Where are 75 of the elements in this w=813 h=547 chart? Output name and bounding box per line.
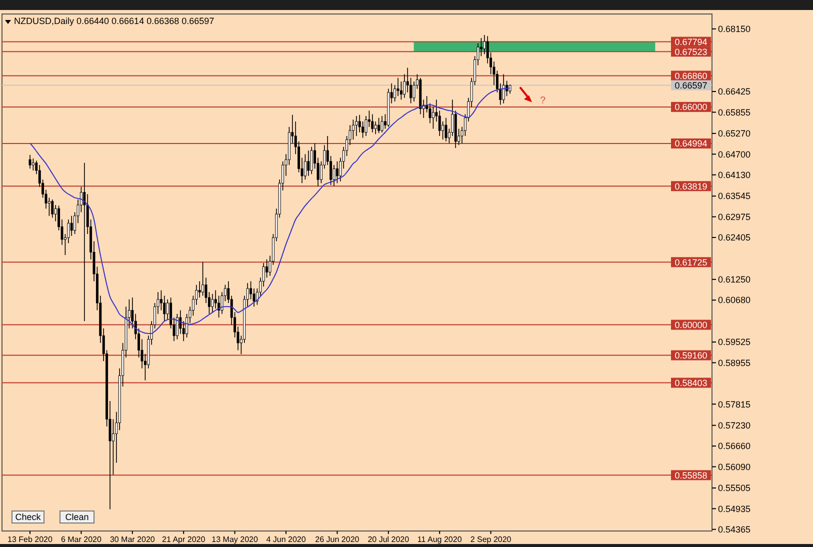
ref-line-label: 0.60000 <box>674 320 708 330</box>
button: Check <box>12 510 44 524</box>
candlestick <box>374 121 377 135</box>
annotation: Check <box>15 512 42 522</box>
ref-line-label: 0.61725 <box>674 257 708 268</box>
x-tick-label: 20 Jul 2020 <box>368 535 410 544</box>
annotation: Clean <box>65 512 89 522</box>
ref-line-label: 0.67794 <box>674 36 708 47</box>
candlestick <box>483 34 486 55</box>
y-tick-label: 0.62975 <box>718 212 751 222</box>
ref-line-label: 0.67523 <box>674 46 708 57</box>
candlestick <box>371 114 374 133</box>
ref-line-label: 0.63819 <box>674 181 708 192</box>
candlestick <box>83 162 86 322</box>
candlestick <box>307 150 310 176</box>
y-tick-label: 0.61250 <box>718 274 751 285</box>
x-tick-label: 11 Aug 2020 <box>417 535 462 544</box>
candlestick <box>70 215 73 236</box>
candlestick <box>396 78 400 96</box>
y-tick-label: 0.55505 <box>718 483 751 494</box>
ref-line-label: 0.66597 <box>674 80 708 90</box>
chart-title: NZDUSD,Daily 0.66440 0.66614 0.66368 0.66597 <box>14 16 214 26</box>
candlestick <box>480 38 482 57</box>
candlestick <box>332 164 336 186</box>
x-tick-label: 21 Apr 2020 <box>162 535 206 544</box>
candlestick <box>355 116 358 136</box>
candlestick <box>400 81 402 100</box>
candlestick <box>28 154 32 170</box>
x-tick-label: 26 Jun 2020 <box>315 535 360 544</box>
y-tick-label: 0.54935 <box>718 504 751 514</box>
y-tick-label: 0.56090 <box>718 462 751 472</box>
candlestick <box>32 158 34 171</box>
x-tick-label: 4 Jun 2020 <box>266 535 306 544</box>
ref-line-label: 0.58403 <box>674 378 708 388</box>
x-tick-label: 13 Feb 2020 <box>8 535 54 544</box>
y-tick-label: 0.68150 <box>718 24 751 34</box>
y-tick-label: 0.64130 <box>718 170 751 180</box>
y-tick-label: 0.62405 <box>718 232 751 243</box>
y-tick-label: 0.66425 <box>718 86 751 97</box>
text: ? <box>540 95 546 106</box>
y-tick-label: 0.60680 <box>718 295 751 306</box>
ref-line-label: 0.66860 <box>674 70 708 81</box>
candlestick <box>444 117 448 142</box>
y-tick-label: 0.57230 <box>718 420 751 430</box>
candlestick <box>211 294 214 312</box>
ref-line-label: 0.66000 <box>674 102 708 112</box>
y-tick-label: 0.63545 <box>718 191 751 202</box>
candlestick <box>266 259 268 278</box>
x-tick-label: 30 Mar 2020 <box>110 535 156 544</box>
y-tick-label: 0.64700 <box>718 149 751 160</box>
candlestick <box>48 197 50 216</box>
y-tick-label: 0.57815 <box>718 399 751 410</box>
candlestick <box>176 313 178 340</box>
candlestick <box>51 199 54 218</box>
y-tick-label: 0.56660 <box>718 441 751 452</box>
candlestick <box>202 262 204 296</box>
candlestick <box>502 74 505 104</box>
y-tick-label: 0.54365 <box>718 524 751 535</box>
candlestick <box>336 161 338 184</box>
button: Clean <box>60 510 94 524</box>
x-tick-label: 6 Mar 2020 <box>60 535 102 544</box>
candlestick <box>378 117 380 134</box>
candlestick <box>198 280 201 298</box>
y-tick-label: 0.65270 <box>718 128 751 139</box>
y-tick-label: 0.65855 <box>718 107 751 118</box>
y-tick-label: 0.59525 <box>718 337 751 348</box>
ref-line-label: 0.55858 <box>674 470 708 480</box>
x-tick-label: 13 May 2020 <box>212 535 258 544</box>
candlestick <box>380 116 384 133</box>
candlestick <box>310 146 313 175</box>
ref-line-label: 0.64994 <box>674 138 708 149</box>
ref-line-label: 0.59160 <box>674 350 708 360</box>
candlestick <box>304 154 306 180</box>
y-tick-label: 0.58955 <box>718 358 751 368</box>
x-tick-label: 2 Sep 2020 <box>470 535 512 544</box>
